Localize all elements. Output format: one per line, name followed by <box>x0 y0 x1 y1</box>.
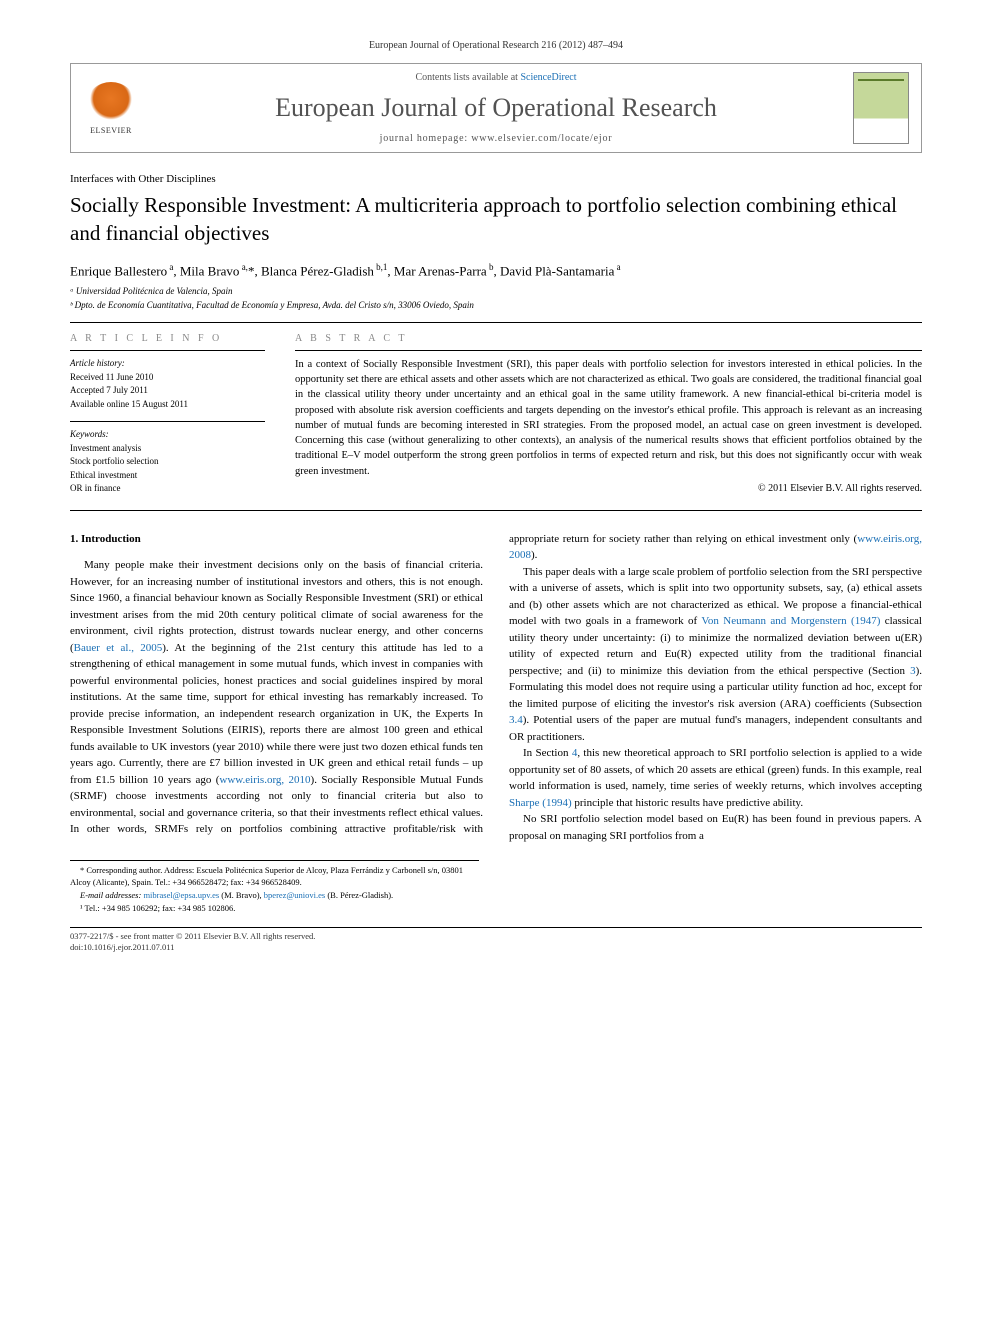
journal-name: European Journal of Operational Research <box>151 93 841 123</box>
journal-cover-thumbnail <box>853 72 909 144</box>
ref-section-3-4[interactable]: 3.4 <box>509 714 523 726</box>
history-received: Received 11 June 2010 <box>70 371 265 385</box>
ref-vonneumann[interactable]: Von Neumann and Morgenstern (1947) <box>701 615 880 627</box>
author-5: David Plà-Santamaria <box>500 263 614 278</box>
p3a: In Section <box>523 747 572 759</box>
email-1[interactable]: mibrasel@epsa.upv.es <box>143 890 219 900</box>
info-divider-2 <box>70 421 265 422</box>
p1a: Many people make their investment decisi… <box>70 559 483 654</box>
footer-bar: 0377-2217/$ - see front matter © 2011 El… <box>70 927 922 955</box>
keyword-1: Investment analysis <box>70 442 265 456</box>
p1b: ). At the beginning of the 21st century … <box>70 642 483 786</box>
elsevier-label: ELSEVIER <box>90 126 132 135</box>
article-info-block: A R T I C L E I N F O Article history: R… <box>70 333 265 496</box>
email-1-name: (M. Bravo), <box>219 890 264 900</box>
email-label: E-mail addresses: <box>80 890 143 900</box>
email-2[interactable]: bperez@uniovi.es <box>264 890 325 900</box>
keyword-3: Ethical investment <box>70 469 265 483</box>
author-1: Enrique Ballestero <box>70 263 167 278</box>
p1d: ). <box>531 549 537 561</box>
footnotes: * Corresponding author. Address: Escuela… <box>70 860 479 915</box>
header-citation: European Journal of Operational Research… <box>70 40 922 51</box>
footnote-emails: E-mail addresses: mibrasel@epsa.upv.es (… <box>70 890 479 902</box>
section-1-heading: 1. Introduction <box>70 531 483 548</box>
author-3-aff: b,1 <box>374 262 388 272</box>
abstract-text: In a context of Socially Responsible Inv… <box>295 357 922 479</box>
history-online: Available online 15 August 2011 <box>70 398 265 412</box>
elsevier-tree-icon <box>87 82 135 124</box>
author-4: Mar Arenas-Parra <box>394 263 487 278</box>
elsevier-logo: ELSEVIER <box>83 77 139 139</box>
p3c: principle that historic results have pre… <box>572 797 803 809</box>
footer-line-1: 0377-2217/$ - see front matter © 2011 El… <box>70 931 922 943</box>
author-2: Mila Bravo <box>180 263 240 278</box>
author-1-aff: a <box>167 262 173 272</box>
contents-prefix: Contents lists available at <box>415 72 520 83</box>
divider-top <box>70 322 922 323</box>
info-divider-1 <box>70 350 265 351</box>
keywords-label: Keywords: <box>70 428 265 442</box>
abstract-heading: A B S T R A C T <box>295 333 922 344</box>
ref-sharpe[interactable]: Sharpe (1994) <box>509 797 572 809</box>
affiliation-a: ᵃ Universidad Politécnica de Valencia, S… <box>70 285 922 299</box>
article-title: Socially Responsible Investment: A multi… <box>70 191 922 248</box>
body-text: 1. Introduction Many people make their i… <box>70 531 922 845</box>
footer-line-2: doi:10.1016/j.ejor.2011.07.011 <box>70 942 922 954</box>
article-section-label: Interfaces with Other Disciplines <box>70 173 922 185</box>
affiliations: ᵃ Universidad Politécnica de Valencia, S… <box>70 285 922 312</box>
history-accepted: Accepted 7 July 2011 <box>70 384 265 398</box>
sciencedirect-link[interactable]: ScienceDirect <box>520 72 576 83</box>
contents-available-line: Contents lists available at ScienceDirec… <box>151 72 841 83</box>
abstract-copyright: © 2011 Elsevier B.V. All rights reserved… <box>295 483 922 494</box>
authors-line: Enrique Ballestero a, Mila Bravo a,*, Bl… <box>70 262 922 279</box>
footnote-corresponding: * Corresponding author. Address: Escuela… <box>70 865 479 889</box>
author-4-aff: b <box>487 262 494 272</box>
keyword-2: Stock portfolio selection <box>70 455 265 469</box>
journal-homepage-line: journal homepage: www.elsevier.com/locat… <box>151 133 841 144</box>
corresponding-marker: * <box>248 263 255 278</box>
body-para-3: In Section 4, this new theoretical appro… <box>509 745 922 811</box>
email-2-name: (B. Pérez-Gladish). <box>325 890 393 900</box>
homepage-url: www.elsevier.com/locate/ejor <box>471 133 612 144</box>
footnote-tel: ¹ Tel.: +34 985 106292; fax: +34 985 102… <box>70 903 479 915</box>
divider-bottom <box>70 510 922 511</box>
journal-header-box: ELSEVIER Contents lists available at Sci… <box>70 63 922 153</box>
article-info-heading: A R T I C L E I N F O <box>70 333 265 344</box>
body-para-4: No SRI portfolio selection model based o… <box>509 811 922 844</box>
p2d: ). Potential users of the paper are mutu… <box>509 714 922 743</box>
abstract-divider <box>295 350 922 351</box>
author-5-aff: a <box>614 262 620 272</box>
author-2-aff: a, <box>239 262 248 272</box>
keyword-4: OR in finance <box>70 482 265 496</box>
author-3: Blanca Pérez-Gladish <box>261 263 374 278</box>
history-label: Article history: <box>70 357 265 371</box>
ref-eiris-2010[interactable]: www.eiris.org, 2010 <box>219 774 310 786</box>
homepage-prefix: journal homepage: <box>380 133 472 144</box>
affiliation-b: ᵇ Dpto. de Economía Cuantitativa, Facult… <box>70 299 922 313</box>
abstract-block: A B S T R A C T In a context of Socially… <box>295 333 922 496</box>
ref-bauer[interactable]: Bauer et al., 2005 <box>74 642 163 654</box>
body-para-2: This paper deals with a large scale prob… <box>509 564 922 746</box>
